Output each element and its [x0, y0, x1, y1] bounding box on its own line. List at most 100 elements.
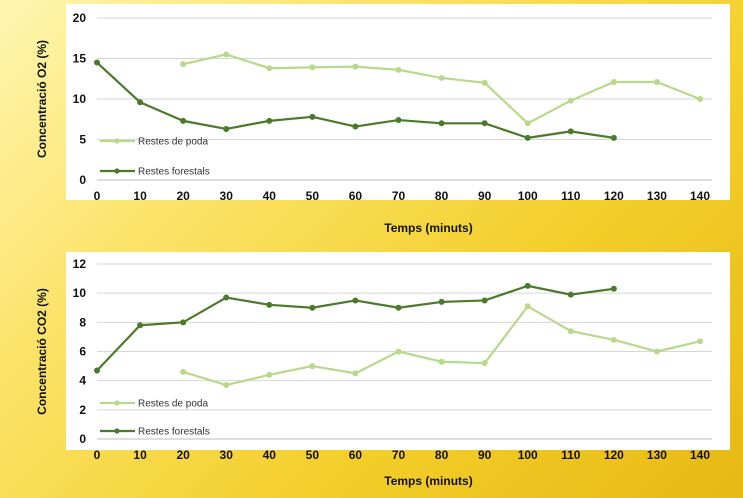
y-tick-label: 10 — [73, 286, 87, 300]
chart-1: 0 5 10 15 20 0 10 20 30 40 50 60 70 80 90 100 110 120 130 1… — [35, 4, 730, 235]
x-axis-title: Temps (minuts) — [384, 474, 472, 488]
legend-item: Restes de poda — [100, 137, 208, 148]
x-tick-label: 60 — [349, 189, 363, 203]
x-axis-title: Temps (minuts) — [384, 221, 472, 235]
data-point — [567, 291, 574, 298]
data-point — [653, 78, 660, 85]
x-tick-label: 40 — [263, 448, 277, 462]
x-tick-label: 30 — [220, 448, 234, 462]
data-point — [438, 358, 445, 365]
data-point — [524, 120, 531, 127]
x-tick-label: 40 — [263, 189, 277, 203]
y-axis-title: Concentració O2 (%) — [35, 40, 49, 158]
data-point — [223, 125, 230, 132]
data-point — [481, 79, 488, 86]
data-point — [653, 348, 660, 355]
data-point — [524, 134, 531, 141]
data-point — [352, 297, 359, 304]
x-tick-label: 100 — [518, 448, 538, 462]
data-point — [94, 367, 100, 374]
data-point — [524, 282, 531, 289]
data-point — [137, 322, 144, 329]
data-point — [180, 368, 187, 375]
y-tick-label: 6 — [79, 345, 86, 359]
data-point — [180, 117, 187, 124]
data-point — [94, 59, 100, 66]
y-tick-label: 2 — [79, 403, 86, 417]
y-tick-label: 15 — [73, 52, 87, 66]
data-point — [266, 301, 273, 308]
data-point — [266, 371, 273, 378]
y-axis-title: Concentració CO2 (%) — [35, 288, 49, 415]
data-point — [266, 117, 273, 124]
x-tick-label: 90 — [478, 448, 492, 462]
x-tick-label: 0 — [94, 448, 101, 462]
series-1 — [180, 51, 703, 127]
legend-item: Restes forestals — [100, 427, 210, 438]
y-tick-label: 10 — [73, 92, 87, 106]
x-tick-label: 30 — [220, 189, 234, 203]
data-point — [438, 298, 445, 305]
data-point — [610, 336, 617, 343]
legend-item: Restes de poda — [100, 399, 208, 410]
data-point — [481, 297, 488, 304]
data-point — [223, 51, 230, 58]
legend-label: Restes forestals — [138, 167, 210, 178]
data-point — [395, 304, 402, 311]
data-point — [438, 74, 445, 81]
data-point — [352, 123, 359, 130]
x-tick-label: 130 — [647, 448, 667, 462]
x-tick-label: 120 — [604, 189, 624, 203]
x-tick-label: 80 — [435, 448, 449, 462]
data-point — [180, 61, 187, 68]
legend-label: Restes de poda — [138, 137, 208, 148]
y-tick-label: 0 — [79, 432, 86, 446]
data-point — [567, 128, 574, 135]
y-tick-label: 12 — [73, 257, 87, 271]
legend-label: Restes de poda — [138, 399, 208, 410]
legend-item: Restes forestals — [100, 167, 210, 178]
x-tick-label: 20 — [176, 189, 190, 203]
x-tick-label: 50 — [306, 448, 320, 462]
data-point — [223, 382, 230, 389]
y-tick-label: 0 — [79, 173, 86, 187]
data-point — [395, 66, 402, 73]
x-tick-label: 10 — [133, 448, 147, 462]
data-point — [309, 363, 316, 370]
data-point — [395, 117, 402, 124]
x-tick-label: 140 — [690, 448, 710, 462]
data-point — [266, 65, 273, 72]
legend-marker — [114, 428, 120, 434]
y-tick-label: 8 — [79, 315, 86, 329]
x-tick-label: 70 — [392, 448, 406, 462]
data-point — [352, 63, 359, 70]
x-tick-label: 10 — [133, 189, 147, 203]
x-tick-label: 140 — [690, 189, 710, 203]
legend-marker — [114, 400, 120, 406]
series-2 — [94, 282, 617, 374]
x-tick-label: 130 — [647, 189, 667, 203]
data-point — [481, 120, 488, 127]
data-point — [180, 319, 187, 326]
data-point — [309, 113, 316, 120]
data-point — [137, 99, 144, 106]
x-tick-label: 60 — [349, 448, 363, 462]
x-tick-label: 50 — [306, 189, 320, 203]
x-tick-label: 0 — [94, 189, 101, 203]
data-point — [697, 338, 703, 345]
x-tick-label: 100 — [518, 189, 538, 203]
series-1 — [180, 303, 703, 389]
x-tick-label: 20 — [176, 448, 190, 462]
x-tick-label: 80 — [435, 189, 449, 203]
x-tick-label: 90 — [478, 189, 492, 203]
series-2 — [94, 59, 617, 141]
plot-panel — [66, 4, 730, 200]
x-tick-label: 120 — [604, 448, 624, 462]
x-tick-label: 110 — [561, 448, 581, 462]
y-tick-label: 5 — [79, 133, 86, 147]
y-tick-label: 20 — [73, 11, 87, 25]
data-point — [309, 64, 316, 71]
data-point — [610, 78, 617, 85]
data-point — [567, 328, 574, 335]
